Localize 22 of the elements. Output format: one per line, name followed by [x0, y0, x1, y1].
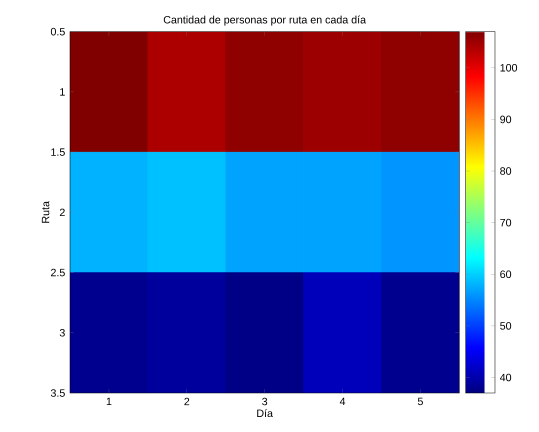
y-tick-label: 1.5 — [51, 148, 65, 156]
color-bar-label: 100 — [500, 64, 518, 72]
y-tick-label: 2.5 — [51, 268, 65, 276]
color-bar-label: 50 — [500, 322, 512, 330]
x-tick-label: 3 — [262, 398, 268, 406]
color-bar-label: 40 — [500, 374, 512, 382]
color-bar-label: 80 — [500, 167, 512, 175]
chart-title: Cantidad de personas por ruta en cada día — [164, 16, 366, 26]
x-tick-label: 5 — [418, 398, 423, 406]
y-tick-label: 1 — [60, 88, 65, 96]
y-tick-label: 3 — [60, 329, 65, 337]
y-tick-label: 0.5 — [50, 28, 65, 36]
x-tick-label: 2 — [184, 398, 190, 406]
x-axis-title: Día — [257, 409, 273, 418]
y-tick-label: 2 — [60, 208, 65, 216]
y-tick-label: 3.5 — [50, 389, 65, 397]
color-bar-label: 90 — [500, 116, 512, 124]
x-tick-label: 1 — [106, 398, 112, 406]
color-bar-label: 70 — [500, 218, 512, 226]
color-bar-label: 60 — [500, 270, 512, 278]
y-axis-title: Ruta — [42, 201, 50, 223]
x-tick-label: 4 — [340, 398, 346, 406]
